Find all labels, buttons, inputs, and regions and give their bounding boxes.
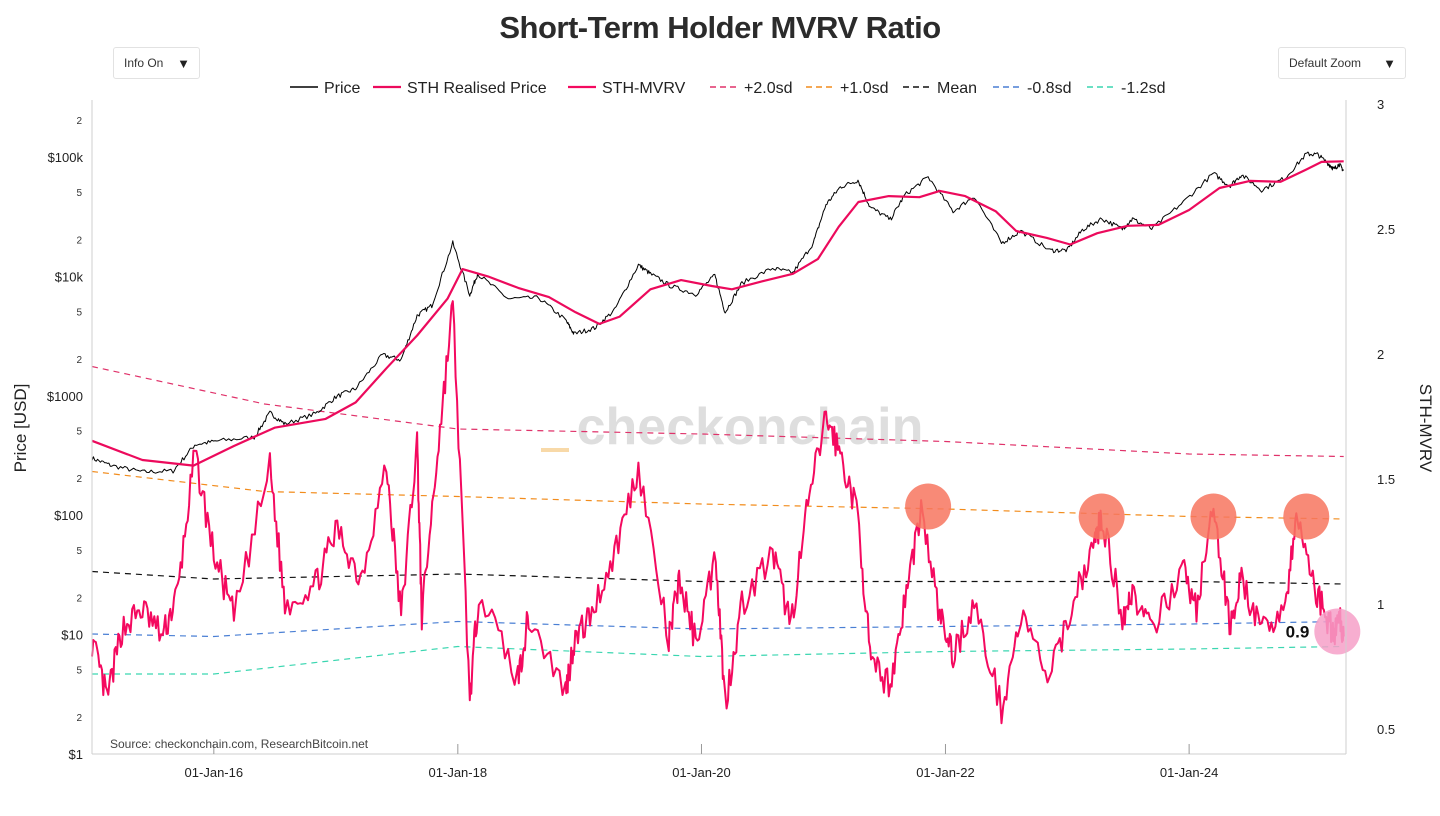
legend-item-label[interactable]: +2.0sd	[744, 80, 792, 97]
y-left-axis-title: Price [USD]	[11, 384, 30, 473]
y-left-tick-label: 5	[76, 307, 82, 318]
legend-item-label[interactable]: STH Realised Price	[407, 80, 547, 97]
zoom-label: Default Zoom	[1289, 56, 1362, 70]
x-tick-label: 01-Jan-24	[1160, 765, 1219, 780]
source-note: Source: checkonchain.com, ResearchBitcoi…	[110, 737, 369, 751]
y-right-tick-label: 3	[1377, 97, 1384, 112]
y-left-tick-label: 5	[76, 546, 82, 557]
y-right-tick-label: 1.5	[1377, 472, 1395, 487]
peak-highlight	[1283, 493, 1330, 540]
series-sth-realised-price	[91, 160, 1344, 467]
legend-item-label[interactable]: STH-MVRV	[602, 80, 686, 97]
series--1-0sd	[91, 470, 1344, 520]
y-left-tick-label: 5	[76, 427, 82, 438]
y-left-tick-label: $10k	[55, 269, 84, 284]
legend: Price STH Realised Price STH-MVRV +2.0sd +1.…	[290, 80, 1165, 97]
y-left-tick-label: 2	[76, 235, 82, 246]
chevron-down-icon: ▼	[177, 56, 190, 71]
axes: $1 2 5 $10 2 5 $100 2 5 $1000 2 5 $10k 2 5 $100k 2 0.5 1 1.…	[11, 97, 1435, 780]
y-right-tick-label: 2.5	[1377, 222, 1395, 237]
legend-item-label[interactable]: -0.8sd	[1027, 80, 1071, 97]
x-tick-label: 01-Jan-18	[429, 765, 488, 780]
current-highlight	[1314, 608, 1361, 655]
series-mean	[91, 570, 1344, 585]
peak-highlight	[1190, 493, 1237, 540]
info-toggle-dropdown[interactable]: Info On ▼	[113, 47, 200, 79]
y-left-tick-label: $100	[54, 508, 83, 523]
y-left-tick-label: 5	[76, 666, 82, 677]
y-left-tick-label: 2	[76, 355, 82, 366]
info-toggle-label: Info On	[124, 56, 164, 70]
series-sth-mvrv	[91, 300, 1345, 725]
y-right-tick-label: 1	[1377, 597, 1384, 612]
y-left-tick-label: $1000	[47, 389, 83, 404]
peak-highlight	[1078, 493, 1125, 540]
y-left-tick-label: 5	[76, 188, 82, 199]
y-left-tick-label: 2	[76, 116, 82, 127]
chart-title: Short-Term Holder MVRV Ratio	[499, 10, 941, 45]
y-left-tick-label: $10	[61, 628, 83, 643]
y-left-tick-label: 2	[76, 474, 82, 485]
highlight-markers: 0.9	[905, 483, 1361, 655]
legend-item-label[interactable]: Mean	[937, 80, 977, 97]
watermark: checkonchain	[541, 398, 923, 456]
y-left-tick-label: $100k	[48, 150, 84, 165]
y-right-tick-label: 0.5	[1377, 722, 1395, 737]
x-tick-label: 01-Jan-22	[916, 765, 975, 780]
series--1-2sd	[92, 645, 1344, 675]
current-value-label: 0.9	[1286, 623, 1310, 642]
y-left-tick-label: 2	[76, 594, 82, 605]
watermark-bar	[541, 448, 569, 452]
y-right-axis-title: STH-MVRV	[1416, 384, 1435, 473]
legend-item-label[interactable]: +1.0sd	[840, 80, 888, 97]
peak-highlight	[905, 483, 952, 530]
series--2-0sd	[91, 365, 1344, 458]
zoom-dropdown[interactable]: Default Zoom ▼	[1278, 47, 1406, 79]
y-right-tick-label: 2	[1377, 347, 1384, 362]
chevron-down-icon: ▼	[1383, 56, 1396, 71]
x-tick-label: 01-Jan-16	[185, 765, 244, 780]
x-tick-label: 01-Jan-20	[672, 765, 731, 780]
series-price	[91, 151, 1345, 474]
watermark-text: checkonchain	[577, 398, 924, 456]
plot-area	[91, 151, 1345, 725]
y-left-tick-label: $1	[69, 747, 83, 762]
legend-item-label[interactable]: Price	[324, 80, 361, 97]
legend-item-label[interactable]: -1.2sd	[1121, 80, 1165, 97]
y-left-tick-label: 2	[76, 713, 82, 724]
